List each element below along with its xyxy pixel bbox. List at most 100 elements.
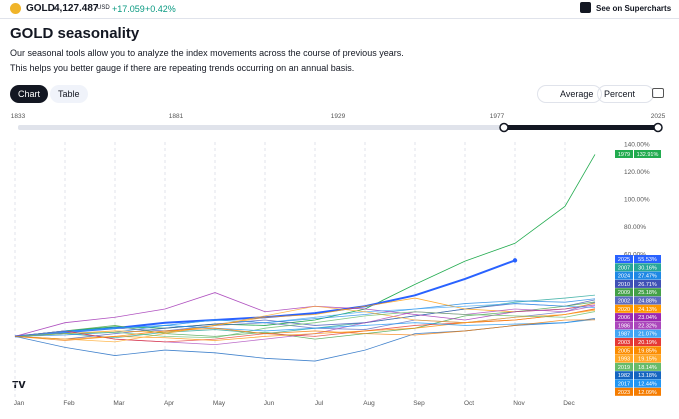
badge bbox=[615, 313, 633, 322]
badge bbox=[634, 362, 661, 371]
slider-label: 1833 bbox=[11, 113, 26, 120]
badge-value: 55.53% bbox=[638, 257, 657, 263]
badge-value: 26.71% bbox=[638, 282, 657, 288]
page-title: GOLD seasonality bbox=[10, 25, 140, 42]
badge bbox=[615, 354, 633, 363]
series-line bbox=[14, 311, 596, 339]
x-tick-label: Jan bbox=[14, 400, 25, 407]
slider-handle[interactable] bbox=[499, 122, 509, 133]
series-line bbox=[14, 318, 596, 337]
badge-value: 19.85% bbox=[638, 348, 657, 354]
slider-label: 2025 bbox=[651, 113, 666, 120]
badge bbox=[615, 338, 633, 346]
series-line bbox=[14, 154, 596, 337]
badge-value: 18.14% bbox=[638, 365, 657, 371]
badge-value: 25.18% bbox=[638, 290, 657, 296]
badge-year: 2017 bbox=[618, 382, 630, 388]
badge-year: 2007 bbox=[618, 265, 630, 271]
badge-value: 13.18% bbox=[638, 373, 657, 379]
badge bbox=[634, 288, 661, 297]
badge-value: 21.07% bbox=[638, 332, 657, 338]
badge bbox=[634, 304, 661, 313]
badge bbox=[615, 371, 633, 380]
change-pct: +0.42% bbox=[145, 4, 176, 14]
gold-icon bbox=[10, 3, 21, 14]
badge-year: 2024 bbox=[618, 274, 630, 280]
x-tick-label: Jul bbox=[315, 400, 324, 407]
series-line bbox=[14, 305, 596, 343]
y-tick-label: 100.00% bbox=[624, 196, 650, 203]
badge bbox=[634, 329, 661, 338]
badge-year: 1987 bbox=[618, 332, 630, 338]
badge bbox=[634, 279, 661, 288]
x-tick-label: Dec bbox=[563, 400, 575, 407]
x-tick-label: Jun bbox=[264, 400, 275, 407]
badge-year: 2009 bbox=[618, 290, 630, 296]
tab-table[interactable]: Table bbox=[50, 85, 88, 103]
badge-value: 20.19% bbox=[638, 340, 657, 346]
tv-icon bbox=[580, 2, 591, 13]
x-tick-label: Mar bbox=[113, 400, 125, 407]
snapshot-button[interactable] bbox=[652, 88, 664, 98]
supercharts-link[interactable]: See on Supercharts bbox=[596, 4, 672, 13]
badge bbox=[634, 255, 661, 263]
badge bbox=[615, 321, 633, 330]
badge-value: 24.88% bbox=[638, 299, 657, 305]
badge-value: 19.15% bbox=[638, 357, 657, 363]
badge bbox=[615, 263, 633, 272]
badge bbox=[615, 279, 633, 288]
badge bbox=[615, 387, 633, 396]
badge-value: 22.32% bbox=[638, 323, 657, 329]
badge bbox=[634, 296, 661, 305]
y-tick-label: 140.00% bbox=[624, 142, 650, 149]
symbol[interactable]: GOLD bbox=[26, 3, 55, 14]
x-tick-label: Sep bbox=[413, 400, 425, 407]
x-tick-label: Feb bbox=[63, 400, 75, 407]
badge bbox=[634, 346, 661, 355]
badge bbox=[634, 150, 661, 158]
badge-year: 1986 bbox=[618, 323, 630, 329]
description: This helps you better gauge if there are… bbox=[10, 63, 355, 73]
badge-year: 2002 bbox=[618, 299, 630, 305]
badge bbox=[634, 338, 661, 346]
slider-label: 1881 bbox=[169, 113, 184, 120]
badge-year: 2023 bbox=[618, 390, 630, 396]
badge bbox=[615, 362, 633, 371]
divider bbox=[0, 18, 679, 19]
tab-chart[interactable]: Chart bbox=[10, 85, 49, 103]
badge-value: 24.13% bbox=[638, 307, 657, 313]
slider-track bbox=[18, 125, 658, 130]
badge bbox=[634, 263, 661, 272]
x-tick-label: Nov bbox=[513, 400, 525, 407]
badge bbox=[634, 379, 661, 388]
badge-value: 12.09% bbox=[638, 390, 657, 396]
badge bbox=[634, 271, 661, 280]
badge bbox=[634, 387, 661, 396]
badge-value: 27.47% bbox=[638, 274, 657, 280]
x-tick-label: Aug bbox=[363, 400, 375, 407]
badge bbox=[634, 321, 661, 330]
badge bbox=[615, 329, 633, 338]
units-select[interactable]: Percent bbox=[597, 85, 655, 103]
slider-label: 1929 bbox=[331, 113, 346, 120]
y-tick-label: 60.00% bbox=[624, 251, 646, 258]
series-line bbox=[14, 319, 596, 341]
badge-year: 1979 bbox=[618, 152, 630, 158]
y-tick-label: 80.00% bbox=[624, 224, 646, 231]
slider-handle[interactable] bbox=[653, 122, 663, 133]
change: +17.059 bbox=[112, 4, 145, 14]
price: 4,127.487 bbox=[54, 3, 99, 14]
badge-year: 2003 bbox=[618, 340, 630, 346]
badge-year: 2020 bbox=[618, 307, 630, 313]
badge bbox=[615, 304, 633, 313]
badge-year: 1982 bbox=[618, 373, 630, 379]
badge-value: 132.91% bbox=[637, 152, 659, 158]
badge-year: 1993 bbox=[618, 357, 630, 363]
badge-year: 2006 bbox=[618, 315, 630, 321]
slider-label: 1977 bbox=[490, 113, 505, 120]
watermark: ᴛᴠ bbox=[12, 376, 26, 391]
badge-year: 2010 bbox=[618, 282, 630, 288]
x-tick-label: Apr bbox=[164, 400, 175, 407]
